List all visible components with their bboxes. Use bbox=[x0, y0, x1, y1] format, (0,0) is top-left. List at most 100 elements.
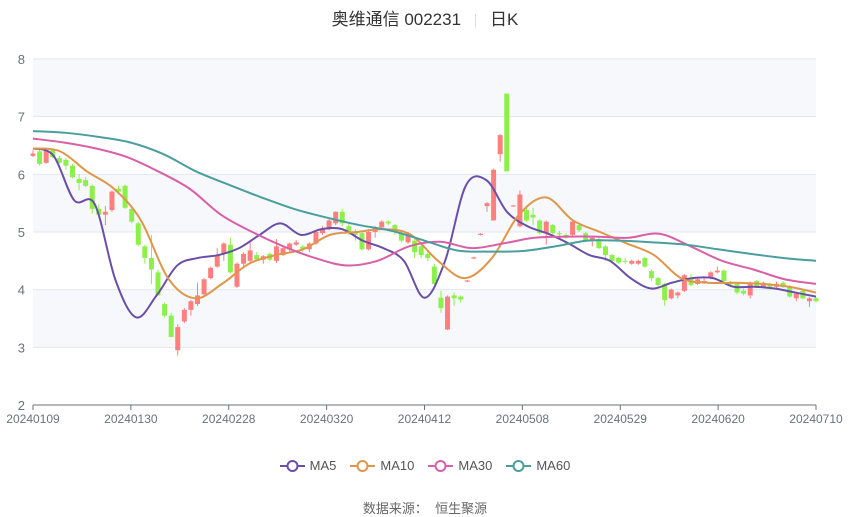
candle-down bbox=[537, 220, 543, 234]
candle-down bbox=[741, 290, 747, 294]
candle-up bbox=[194, 295, 200, 305]
candle-down bbox=[438, 297, 444, 309]
candle-down bbox=[622, 260, 628, 262]
candle-up bbox=[234, 263, 240, 287]
candle-down bbox=[458, 296, 464, 300]
candle-down bbox=[649, 271, 655, 279]
candle-down bbox=[616, 257, 622, 263]
candle-up bbox=[747, 282, 753, 296]
candle-up bbox=[405, 233, 411, 243]
x-tick-label: 20240228 bbox=[202, 412, 256, 426]
candle-down bbox=[385, 221, 391, 224]
candle-down bbox=[254, 255, 260, 260]
legend-item-ma5[interactable]: MA5 bbox=[279, 458, 336, 473]
candle-up bbox=[320, 229, 326, 234]
candle-down bbox=[596, 238, 602, 249]
candle-down bbox=[734, 283, 740, 293]
legend-marker-icon bbox=[279, 459, 305, 472]
candle-up bbox=[464, 280, 470, 282]
candle-up bbox=[181, 309, 187, 322]
candle-up bbox=[543, 221, 549, 234]
y-tick-label: 4 bbox=[18, 283, 25, 298]
candle-up bbox=[30, 153, 36, 156]
candle-down bbox=[425, 253, 431, 258]
source-label: 数据来源： bbox=[362, 501, 428, 516]
candle-down bbox=[523, 210, 529, 221]
x-tick-label: 20240320 bbox=[300, 412, 354, 426]
y-tick-label: 6 bbox=[18, 167, 25, 182]
candle-up bbox=[273, 246, 279, 261]
y-tick-label: 5 bbox=[18, 225, 25, 240]
candle-down bbox=[83, 180, 89, 186]
candle-down bbox=[122, 185, 128, 208]
candle-down bbox=[721, 270, 727, 282]
candle-up bbox=[570, 221, 576, 235]
candle-up bbox=[806, 298, 812, 302]
candle-up bbox=[313, 232, 319, 244]
candlestick-chart: 2 3 4 5 6 7 8 20240109 20240130 20240228 20240320 2… bbox=[6, 52, 843, 426]
legend-label: MA10 bbox=[380, 458, 415, 473]
chart-title: 奥维通信 002231 日K bbox=[0, 5, 850, 30]
candle-up bbox=[109, 191, 115, 211]
candle-down bbox=[530, 214, 536, 218]
candle-up bbox=[214, 255, 220, 267]
candle-down bbox=[162, 304, 168, 316]
legend-marker-icon bbox=[350, 459, 376, 472]
candle-up bbox=[102, 211, 108, 215]
legend-item-ma10[interactable]: MA10 bbox=[350, 458, 414, 473]
candle-down bbox=[116, 188, 122, 192]
candle-down bbox=[602, 246, 608, 256]
data-source: 数据来源： 恒生聚源 bbox=[0, 498, 850, 517]
candle-up bbox=[287, 243, 293, 250]
candle-down bbox=[69, 165, 75, 178]
title-divider bbox=[475, 13, 477, 28]
candle-down bbox=[56, 158, 62, 163]
grid-band bbox=[33, 289, 816, 348]
candle-up bbox=[668, 289, 674, 299]
x-tick-label: 20240529 bbox=[594, 412, 648, 426]
candle-down bbox=[609, 255, 615, 261]
y-tick-label: 3 bbox=[18, 340, 25, 355]
stock-name: 奥维通信 002231 bbox=[331, 10, 462, 29]
candle-up bbox=[175, 327, 181, 351]
legend-marker-icon bbox=[428, 459, 454, 472]
candle-up bbox=[484, 203, 490, 207]
y-tick-label: 7 bbox=[18, 110, 25, 125]
candle-up bbox=[280, 248, 286, 256]
y-tick-label: 2 bbox=[18, 398, 25, 413]
line-ma60 bbox=[32, 130, 817, 262]
candle-down bbox=[37, 151, 43, 164]
candle-down bbox=[504, 93, 510, 172]
x-tick-label: 20240508 bbox=[496, 412, 550, 426]
candle-down bbox=[129, 208, 135, 222]
legend-marker-icon bbox=[506, 459, 532, 472]
candle-down bbox=[813, 298, 819, 302]
candle-down bbox=[142, 246, 148, 258]
x-tick-label: 20240109 bbox=[6, 412, 60, 426]
candle-up bbox=[793, 293, 799, 299]
x-tick-label: 20240412 bbox=[398, 412, 452, 426]
candle-down bbox=[398, 233, 404, 241]
x-tick-label: 20240130 bbox=[104, 412, 158, 426]
candle-up bbox=[471, 257, 477, 259]
candle-up bbox=[589, 237, 595, 241]
candle-down bbox=[168, 315, 174, 337]
candle-down bbox=[89, 185, 95, 209]
legend-label: MA60 bbox=[536, 458, 571, 473]
candle-down bbox=[155, 272, 161, 296]
candle-up bbox=[517, 194, 523, 227]
candle-up bbox=[629, 260, 635, 264]
legend-item-ma60[interactable]: MA60 bbox=[506, 458, 570, 473]
candle-up bbox=[675, 292, 681, 296]
candle-down bbox=[727, 283, 733, 285]
candle-up bbox=[221, 243, 227, 254]
legend-item-ma30[interactable]: MA30 bbox=[428, 458, 492, 473]
candle-down bbox=[451, 295, 457, 299]
candle-down bbox=[76, 178, 82, 183]
candle-down bbox=[300, 246, 306, 250]
candle-down bbox=[431, 266, 437, 284]
candle-down bbox=[550, 225, 556, 234]
candle-up bbox=[208, 267, 214, 279]
line-ma10 bbox=[32, 147, 817, 300]
grid-band bbox=[33, 174, 816, 232]
